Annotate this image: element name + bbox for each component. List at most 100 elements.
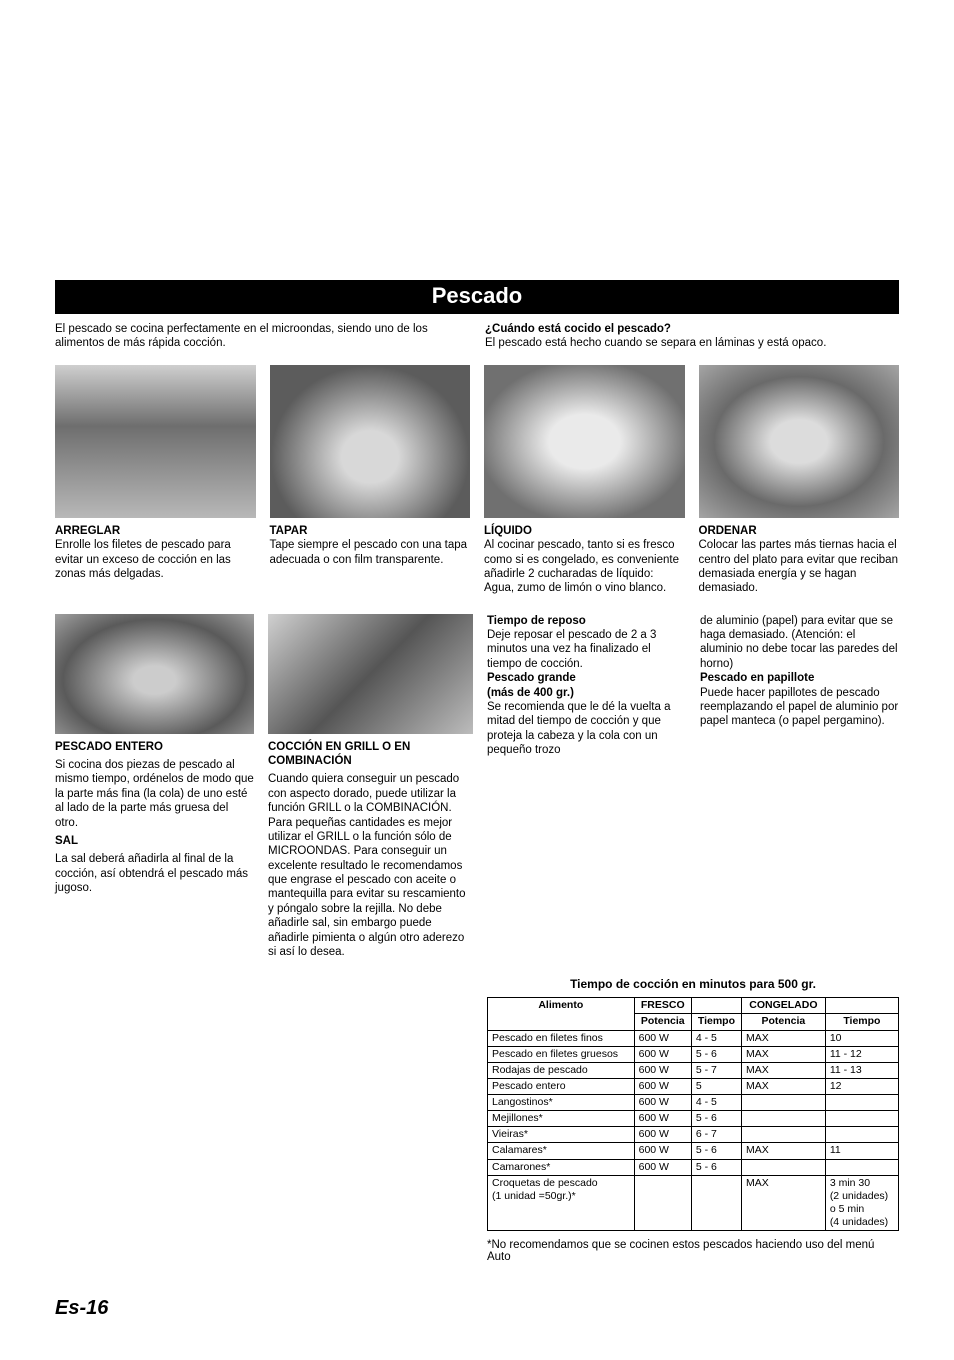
heading-entero: PESCADO ENTERO <box>55 741 163 753</box>
table-cell: 11 <box>825 1143 898 1159</box>
th-blank <box>691 998 741 1014</box>
table-cell <box>634 1175 691 1231</box>
heading-reposo: Tiempo de reposo <box>487 615 586 627</box>
col-entero: PESCADO ENTERO Si cocina dos piezas de p… <box>55 614 254 964</box>
body-reposo: Deje reposar el pescado de 2 a 3 minutos… <box>487 628 686 671</box>
table-cell: MAX <box>741 1030 825 1046</box>
table-cell: Vieiras* <box>487 1127 634 1143</box>
table-cell <box>691 1175 741 1231</box>
tip-title: ARREGLAR <box>55 524 256 538</box>
heading-grill: COCCIÓN EN GRILL O EN COMBINACIÓN <box>268 741 410 767</box>
table-cell <box>741 1111 825 1127</box>
table-row: Mejillones*600 W5 - 6 <box>487 1111 898 1127</box>
table-cell: 12 <box>825 1078 898 1094</box>
table-cell: 5 - 7 <box>691 1062 741 1078</box>
th-congelado: CONGELADO <box>741 998 825 1014</box>
table-cell: 11 - 12 <box>825 1046 898 1062</box>
table-row: Pescado en filetes gruesos600 W5 - 6MAX1… <box>487 1046 898 1062</box>
lower-row: PESCADO ENTERO Si cocina dos piezas de p… <box>55 614 899 1264</box>
intro-right: ¿Cuándo está cocido el pescado? El pesca… <box>485 322 899 351</box>
col-grill: COCCIÓN EN GRILL O EN COMBINACIÓN Cuando… <box>268 614 473 964</box>
intro-answer: El pescado está hecho cuando se separa e… <box>485 337 826 349</box>
table-row: Vieiras*600 W6 - 7 <box>487 1127 898 1143</box>
tip-image <box>699 365 900 518</box>
th-alimento: Alimento <box>487 998 634 1030</box>
body-grande: Se recomienda que le dé la vuelta a mita… <box>487 700 686 758</box>
table-cell: 5 - 6 <box>691 1046 741 1062</box>
body-aluminio: de aluminio (papel) para evitar que se h… <box>700 614 899 672</box>
table-row: Langostinos*600 W4 - 5 <box>487 1095 898 1111</box>
table-cell: Langostinos* <box>487 1095 634 1111</box>
intro-left: El pescado se cocina perfectamente en el… <box>55 322 469 351</box>
intro-question: ¿Cuándo está cocido el pescado? <box>485 323 671 335</box>
table-cell: Camarones* <box>487 1159 634 1175</box>
table-cell: MAX <box>741 1175 825 1231</box>
table-cell: Pescado entero <box>487 1078 634 1094</box>
table-cell: 5 - 6 <box>691 1143 741 1159</box>
table-cell: MAX <box>741 1046 825 1062</box>
table-cell: 5 - 6 <box>691 1159 741 1175</box>
table-cell <box>825 1111 898 1127</box>
body-grill: Cuando quiera conseguir un pescado con a… <box>268 772 473 959</box>
table-cell <box>741 1095 825 1111</box>
table-row: Calamares*600 W5 - 6MAX11 <box>487 1143 898 1159</box>
table-cell <box>825 1127 898 1143</box>
col-image <box>55 614 254 734</box>
tip-image <box>270 365 471 518</box>
table-cell: 5 - 6 <box>691 1111 741 1127</box>
table-cell: 6 - 7 <box>691 1127 741 1143</box>
tip-body: Tape siempre el pescado con una tapa ade… <box>270 538 471 567</box>
table-cell: 600 W <box>634 1127 691 1143</box>
tip-image <box>484 365 685 518</box>
th-potencia2: Potencia <box>741 1014 825 1030</box>
table-cell: Croquetas de pescado (1 unidad =50gr.)* <box>487 1175 634 1231</box>
table-cell <box>825 1159 898 1175</box>
table-cell: 600 W <box>634 1143 691 1159</box>
heading-grande-b: (más de 400 gr.) <box>487 687 574 699</box>
table-cell: Mejillones* <box>487 1111 634 1127</box>
table-row: Rodajas de pescado600 W5 - 7MAX11 - 13 <box>487 1062 898 1078</box>
table-row: Pescado en filetes finos600 W4 - 5MAX10 <box>487 1030 898 1046</box>
table-cell: Calamares* <box>487 1143 634 1159</box>
table-row: Camarones*600 W5 - 6 <box>487 1159 898 1175</box>
tips-grid: ARREGLAR Enrolle los filetes de pescado … <box>55 365 899 596</box>
tip-title: TAPAR <box>270 524 471 538</box>
table-cell: 4 - 5 <box>691 1095 741 1111</box>
tip-title: LÍQUIDO <box>484 524 685 538</box>
tip-arreglar: ARREGLAR Enrolle los filetes de pescado … <box>55 365 256 596</box>
table-cell: MAX <box>741 1143 825 1159</box>
table-cell: 600 W <box>634 1078 691 1094</box>
body-sal: La sal deberá añadirla al final de la co… <box>55 852 254 895</box>
table-cell: 600 W <box>634 1159 691 1175</box>
table-cell: 11 - 13 <box>825 1062 898 1078</box>
table-cell: 600 W <box>634 1030 691 1046</box>
table-cell: 4 - 5 <box>691 1030 741 1046</box>
th-potencia: Potencia <box>634 1014 691 1030</box>
th-tiempo2: Tiempo <box>825 1014 898 1030</box>
th-blank2 <box>825 998 898 1014</box>
table-cell: 600 W <box>634 1111 691 1127</box>
table-cell: 10 <box>825 1030 898 1046</box>
table-cell: 600 W <box>634 1062 691 1078</box>
table-cell: MAX <box>741 1062 825 1078</box>
table-cell <box>741 1159 825 1175</box>
col-image <box>268 614 473 734</box>
tip-ordenar: ORDENAR Colocar las partes más tiernas h… <box>699 365 900 596</box>
section-title: Pescado <box>55 280 899 314</box>
table-cell: MAX <box>741 1078 825 1094</box>
tip-tapar: TAPAR Tape siempre el pescado con una ta… <box>270 365 471 596</box>
table-row: Croquetas de pescado (1 unidad =50gr.)* M… <box>487 1175 898 1231</box>
table-cell: Rodajas de pescado <box>487 1062 634 1078</box>
table-cell: 600 W <box>634 1046 691 1062</box>
table-cell: 3 min 30 (2 unidades) o 5 min (4 unidade… <box>825 1175 898 1231</box>
table-cell: 5 <box>691 1078 741 1094</box>
body-entero: Si cocina dos piezas de pescado al mismo… <box>55 758 254 830</box>
tip-body: Enrolle los filetes de pescado para evit… <box>55 538 256 581</box>
table-row: Pescado entero600 W5MAX12 <box>487 1078 898 1094</box>
tip-body: Colocar las partes más tiernas hacia el … <box>699 538 900 596</box>
table-cell: Pescado en filetes gruesos <box>487 1046 634 1062</box>
table-cell <box>741 1127 825 1143</box>
table-cell <box>825 1095 898 1111</box>
intro-row: El pescado se cocina perfectamente en el… <box>55 322 899 351</box>
th-fresco: FRESCO <box>634 998 691 1014</box>
